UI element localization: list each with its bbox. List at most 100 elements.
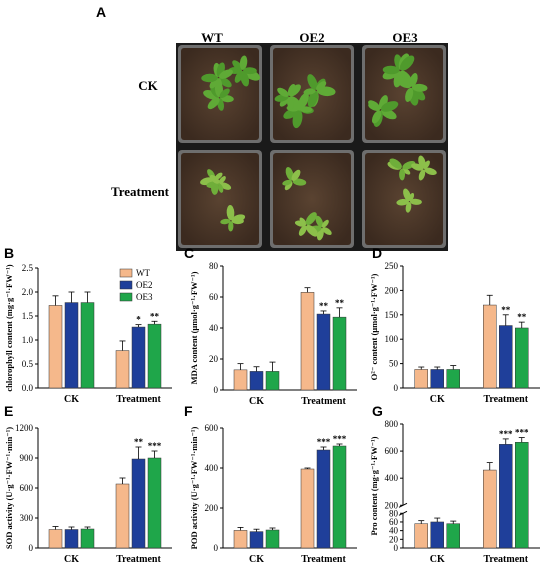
bar-wt <box>414 523 428 549</box>
panel-letter-a: A <box>96 4 106 20</box>
leaf <box>307 74 318 90</box>
leaf <box>218 76 232 88</box>
y-tick-label: 800 <box>385 419 399 429</box>
x-tick-label: CK <box>249 396 264 407</box>
significance-label: ** <box>134 437 144 447</box>
leaf <box>396 77 411 89</box>
leaf <box>282 179 292 186</box>
column-label-oe2: OE2 <box>299 30 324 45</box>
bar-oe2 <box>64 302 79 389</box>
x-tick-label: CK <box>249 554 264 565</box>
plant-pot <box>362 150 446 248</box>
leaf <box>405 87 414 102</box>
leaf <box>321 219 329 228</box>
x-tick-label: Treatment <box>116 394 161 405</box>
bar-oe2 <box>131 458 146 549</box>
leaf <box>220 218 231 225</box>
panel-letter-b: B <box>4 245 14 261</box>
leaf <box>412 83 428 92</box>
y-tick-label: 150 <box>385 310 399 320</box>
leaf <box>239 55 248 70</box>
y-tick-label: 40 <box>389 526 399 536</box>
bar-wt <box>48 305 63 389</box>
chart-d: D 0 50 100 150 200 250 O²⁻ content (μmol·g⁻¹·FW… <box>369 245 540 405</box>
chart-f: F 0 200 400 600 POD activity (U·g⁻¹·FW⁻¹·min⁻… <box>184 403 357 565</box>
leaf <box>396 198 409 206</box>
bar-wt <box>483 304 497 389</box>
y-tick-label: 600 <box>205 423 219 433</box>
x-tick-label: CK <box>430 394 445 405</box>
bar-wt <box>233 369 248 391</box>
y-tick-label: 200 <box>385 500 399 510</box>
leaf <box>299 217 307 226</box>
leaf <box>209 174 220 184</box>
legend-entry: OE3 <box>136 292 153 302</box>
x-tick-label: Treatment <box>301 554 346 565</box>
x-tick-label: CK <box>64 554 79 565</box>
y-tick-label: 200 <box>205 503 219 513</box>
x-tick-label: CK <box>64 394 79 405</box>
x-tick-label: Treatment <box>116 554 161 565</box>
bar-oe3 <box>332 316 347 391</box>
leaf <box>423 160 430 170</box>
y-axis-label: MDA content (μmol·g⁻¹·FW⁻¹) <box>189 271 199 384</box>
leaf <box>291 169 301 181</box>
leaf <box>228 221 234 232</box>
significance-label: ** <box>517 312 527 322</box>
y-axis-label: chlorophyll content (mg·g⁻¹·FW⁻¹) <box>4 264 14 391</box>
bar-wt <box>414 369 428 389</box>
leaf <box>399 55 415 71</box>
bar-oe2 <box>64 529 79 549</box>
chart-b: B 0.0 0.5 1.0 1.5 2.0 2.5 chlorophyll content (… <box>4 245 172 405</box>
bar-oe3 <box>515 327 529 389</box>
significance-label: *** <box>499 429 513 439</box>
y-tick-label: 0 <box>214 385 219 395</box>
y-tick-label: 900 <box>20 453 34 463</box>
bar-oe3 <box>265 371 280 391</box>
significance-label: ** <box>319 301 329 311</box>
bar-oe3 <box>147 323 162 389</box>
y-tick-label: 400 <box>205 463 219 473</box>
bar-oe3 <box>515 442 529 549</box>
y-tick-label: 20 <box>389 534 399 544</box>
y-tick-label: 100 <box>385 334 399 344</box>
legend: WT OE2 OE3 <box>119 268 153 302</box>
axis-break-gap <box>399 505 542 514</box>
legend-swatch <box>119 292 133 302</box>
leaf <box>315 215 324 228</box>
leaf <box>277 87 289 97</box>
leaf <box>219 88 230 99</box>
leaf <box>201 73 218 83</box>
y-axis-label: Pro content (mg·g⁻¹·FW⁻¹) <box>369 436 379 535</box>
x-tick-label: CK <box>430 554 445 565</box>
y-tick-label: 2.0 <box>22 287 34 297</box>
leaf <box>371 110 382 124</box>
bar-oe2 <box>430 369 444 389</box>
bar-oe2 <box>499 444 513 549</box>
significance-label: *** <box>317 437 331 447</box>
leaf <box>207 97 220 110</box>
leaf <box>408 192 415 202</box>
significance-label: *** <box>333 434 347 444</box>
x-tick-label: Treatment <box>301 396 346 407</box>
plant-pot <box>178 45 262 143</box>
leaf <box>218 183 224 193</box>
bar-oe2 <box>249 531 264 549</box>
panel-letter-g: G <box>372 403 383 419</box>
chart-c: C 0 20 40 60 80 MDA content (μmol·g⁻¹·FW⁻¹) CK T… <box>184 245 357 407</box>
significance-label: ** <box>335 298 345 308</box>
y-tick-label: 50 <box>389 359 399 369</box>
leaf <box>234 70 244 83</box>
legend-swatch <box>119 280 133 290</box>
bar-wt <box>115 350 130 389</box>
y-tick-label: 250 <box>385 261 399 271</box>
significance-label: *** <box>515 428 529 438</box>
leaf <box>368 100 381 111</box>
bar-oe2 <box>499 325 513 389</box>
y-tick-label: 80 <box>209 261 219 271</box>
leaf <box>316 81 327 91</box>
leaf <box>424 167 437 176</box>
y-tick-label: 20 <box>209 354 219 364</box>
